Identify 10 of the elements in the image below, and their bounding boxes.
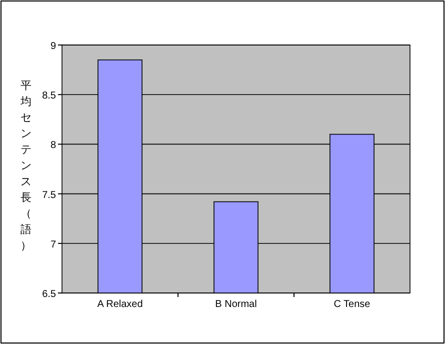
- y-tick-label: 7.5: [42, 190, 56, 201]
- x-tick-label: A Relaxed: [97, 299, 143, 310]
- y-tick-label: 8.5: [42, 90, 56, 102]
- y-tick-label: 9: [50, 41, 56, 52]
- y-tick-label: 8: [50, 140, 56, 152]
- y-tick-label: 6.5: [42, 289, 56, 300]
- x-tick-label: C Tense: [334, 299, 371, 310]
- x-tick-label: B Normal: [215, 299, 257, 310]
- y-tick-label: 7: [50, 239, 56, 250]
- text: 平均センテンス長（語）: [20, 80, 32, 252]
